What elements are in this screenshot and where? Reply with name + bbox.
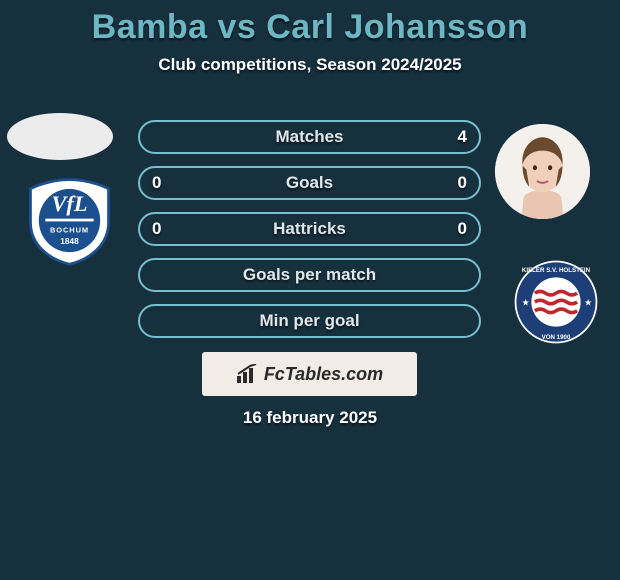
footer-date: 16 february 2025 [0,408,620,428]
subtitle: Club competitions, Season 2024/2025 [0,55,620,75]
stat-row-hattricks: 0 Hattricks 0 [138,212,481,246]
svg-text:BOCHUM: BOCHUM [50,226,89,235]
svg-text:★: ★ [584,298,592,308]
stat-row-matches: Matches 4 [138,120,481,154]
stat-right-value: 0 [458,168,467,198]
club-right-crest: KIELER S.V. HOLSTEIN VON 1900 ★ ★ [512,258,600,346]
stat-row-goals: 0 Goals 0 [138,166,481,200]
svg-text:VON 1900: VON 1900 [542,334,571,341]
stat-right-value: 0 [458,214,467,244]
player-right-avatar [495,124,590,219]
watermark: FcTables.com [202,352,417,396]
stat-row-min-per-goal: Min per goal [138,304,481,338]
stat-left-value: 0 [152,168,161,198]
club-left-crest: VfL BOCHUM 1848 [23,174,116,267]
svg-text:★: ★ [522,298,530,308]
stat-label: Min per goal [259,311,359,331]
stat-label: Goals [286,173,333,193]
page-title: Bamba vs Carl Johansson [0,0,620,47]
stat-label: Goals per match [243,265,376,285]
svg-text:1848: 1848 [60,236,79,246]
watermark-label: FcTables.com [264,364,383,385]
svg-text:KIELER S.V. HOLSTEIN: KIELER S.V. HOLSTEIN [522,267,591,274]
svg-text:VfL: VfL [52,191,88,216]
stat-label: Matches [275,127,343,147]
stat-row-goals-per-match: Goals per match [138,258,481,292]
player-left-avatar [7,113,113,160]
bar-chart-icon [236,364,258,384]
stat-label: Hattricks [273,219,346,239]
stats-block: Matches 4 0 Goals 0 0 Hattricks 0 Goals … [138,120,481,350]
stat-left-value: 0 [152,214,161,244]
stat-right-value: 4 [458,122,467,152]
